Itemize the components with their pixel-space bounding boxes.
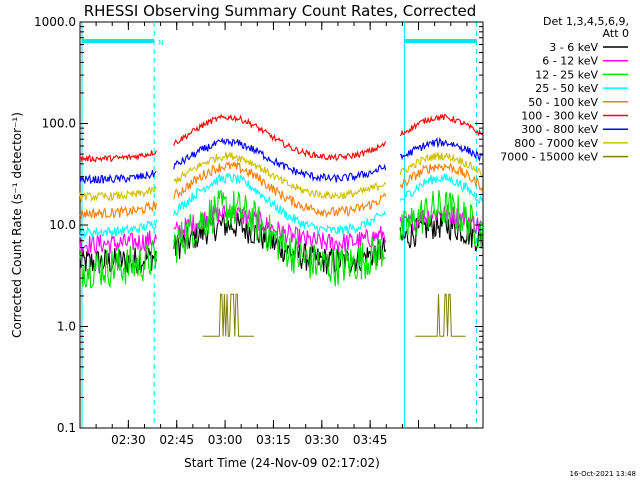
legend-entry-label: 300 - 800 keV	[521, 123, 598, 136]
y-axis-ticks: 0.1 1.0 10.0 100.0 1000.0	[34, 15, 483, 435]
x-tick-label: 02:30	[111, 433, 146, 447]
legend-entry-label: 100 - 300 keV	[521, 110, 598, 123]
chart-title: RHESSI Observing Summary Count Rates, Co…	[84, 2, 477, 20]
legend-entry-label: 12 - 25 keV	[535, 68, 598, 81]
series-line	[79, 160, 483, 220]
series-line-high	[415, 293, 466, 337]
night-label: N	[158, 39, 163, 47]
x-tick-label: 02:45	[159, 433, 194, 447]
legend-header-attenuator: Att 0	[603, 27, 629, 40]
series-line-high	[202, 293, 255, 337]
x-axis-ticks: 02:30 02:45 03:00 03:15 03:30 03:45	[79, 22, 484, 447]
x-tick-label: 03:15	[256, 433, 291, 447]
legend-entry-label: 3 - 6 keV	[549, 41, 598, 54]
footer-date: 16-Oct-2021 13:48	[570, 470, 636, 478]
x-tick-label: 03:45	[353, 433, 388, 447]
legend-entry-label: 50 - 100 keV	[528, 96, 598, 109]
y-tick-label: 0.1	[57, 421, 76, 435]
night-layer: N	[81, 22, 478, 428]
series-line	[79, 136, 483, 185]
legend-entry-label: 6 - 12 keV	[542, 55, 598, 68]
series-line	[79, 113, 483, 164]
y-tick-label: 100.0	[42, 117, 76, 131]
x-tick-label: 03:00	[208, 433, 243, 447]
y-axis-label: Corrected Count Rate (s⁻¹ detector⁻¹)	[10, 112, 24, 338]
series-line	[79, 190, 483, 289]
legend-entry-label: 25 - 50 keV	[535, 82, 598, 95]
legend-entry-label: 7000 - 15000 keV	[500, 151, 598, 164]
series-line	[79, 172, 483, 240]
y-tick-label: 1.0	[57, 320, 76, 334]
legend-header-detectors: Det 1,3,4,5,6,9,	[543, 15, 629, 28]
series-line	[79, 151, 483, 203]
y-tick-label: 1000.0	[34, 15, 76, 29]
y-tick-label: 10.0	[49, 218, 76, 232]
x-axis-label: Start Time (24-Nov-09 02:17:02)	[184, 456, 380, 470]
x-tick-label: 03:30	[305, 433, 340, 447]
legend-entry-label: 800 - 7000 keV	[514, 137, 598, 150]
series-layer	[79, 113, 483, 337]
